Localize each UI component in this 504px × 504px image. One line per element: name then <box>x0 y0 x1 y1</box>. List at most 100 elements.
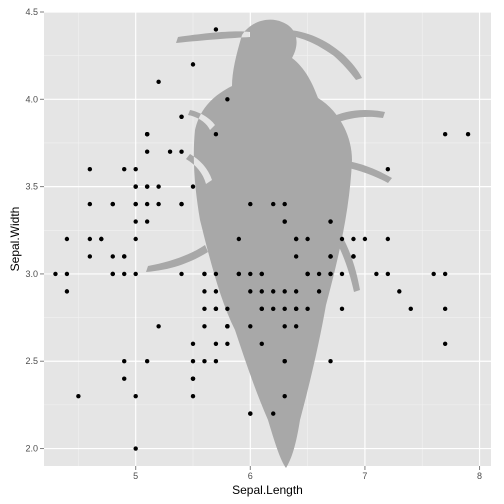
data-point <box>271 201 276 207</box>
data-point <box>293 254 299 259</box>
data-point <box>282 289 287 294</box>
data-point <box>122 271 127 277</box>
data-point <box>87 166 93 172</box>
data-point <box>339 306 345 312</box>
data-point <box>236 236 242 242</box>
data-point <box>293 324 299 329</box>
data-point <box>202 289 207 294</box>
data-point <box>248 289 253 294</box>
data-point <box>305 306 310 312</box>
data-point <box>64 236 70 242</box>
data-point <box>316 289 322 294</box>
data-point <box>293 289 299 294</box>
y-axis-title: Sepal.Width <box>8 207 22 272</box>
data-point <box>408 306 413 312</box>
data-point <box>202 271 207 277</box>
data-point <box>202 306 207 312</box>
data-point <box>213 306 219 312</box>
data-point <box>282 393 287 399</box>
data-point <box>133 201 138 207</box>
x-axis-ticks: 5 6 7 8 <box>133 466 482 481</box>
data-point <box>133 184 138 189</box>
y-axis-ticks: 2.0 2.5 3.0 3.5 4.0 4.5 <box>25 7 44 454</box>
data-point <box>305 271 310 277</box>
data-point <box>144 149 150 154</box>
data-point <box>179 114 184 119</box>
data-point <box>328 271 333 277</box>
data-point <box>442 306 448 312</box>
data-point <box>282 359 287 364</box>
data-point <box>213 27 219 32</box>
data-point <box>156 184 161 189</box>
data-point <box>236 271 242 277</box>
data-point <box>385 271 391 277</box>
data-point <box>179 149 184 154</box>
x-tick-label: 5 <box>133 471 138 481</box>
data-point <box>225 97 230 102</box>
data-point <box>190 376 196 381</box>
data-point <box>282 306 287 312</box>
data-point <box>110 254 115 259</box>
data-point <box>76 393 81 399</box>
data-point <box>144 219 150 224</box>
data-point <box>271 411 276 416</box>
data-point <box>99 236 104 242</box>
data-point <box>328 219 333 224</box>
data-point <box>465 132 471 137</box>
data-point <box>213 359 219 364</box>
data-point <box>110 271 115 277</box>
data-point <box>282 201 287 207</box>
data-point <box>248 324 253 329</box>
data-point <box>248 271 253 277</box>
data-point <box>53 271 58 277</box>
data-point <box>133 166 138 172</box>
data-point <box>122 166 127 172</box>
data-point <box>374 271 379 277</box>
data-point <box>225 324 230 329</box>
data-point <box>190 393 196 399</box>
data-point <box>213 341 219 346</box>
data-point <box>259 289 264 294</box>
x-tick-label: 8 <box>477 471 482 481</box>
x-tick-label: 6 <box>248 471 253 481</box>
data-point <box>213 132 219 137</box>
y-tick-label: 4.0 <box>25 94 38 104</box>
data-point <box>293 306 299 312</box>
data-point <box>397 289 402 294</box>
data-point <box>305 236 310 242</box>
data-point <box>64 271 70 277</box>
data-point <box>293 236 299 242</box>
data-point <box>179 201 184 207</box>
y-tick-label: 3.0 <box>25 269 38 279</box>
data-point <box>316 271 322 277</box>
data-point <box>225 341 230 346</box>
y-tick-label: 2.5 <box>25 356 38 366</box>
data-point <box>202 324 207 329</box>
data-point <box>442 341 448 346</box>
data-point <box>156 324 161 329</box>
data-point <box>156 201 161 207</box>
data-point <box>442 132 448 137</box>
data-point <box>213 271 219 277</box>
data-point <box>259 341 264 346</box>
data-point <box>328 359 333 364</box>
data-point <box>259 271 264 277</box>
data-point <box>362 236 368 242</box>
data-point <box>351 236 356 242</box>
data-point <box>202 359 207 364</box>
y-tick-label: 2.0 <box>25 444 38 454</box>
data-point <box>282 219 287 224</box>
data-point <box>339 236 345 242</box>
data-point <box>259 306 264 312</box>
data-point <box>110 201 115 207</box>
data-point <box>385 236 391 242</box>
data-point <box>144 359 150 364</box>
data-point <box>87 201 93 207</box>
beetle-silhouette-image <box>146 19 392 469</box>
data-points <box>53 27 471 451</box>
data-point <box>431 271 436 277</box>
data-point <box>190 341 196 346</box>
y-tick-label: 3.5 <box>25 182 38 192</box>
data-point <box>133 219 138 224</box>
